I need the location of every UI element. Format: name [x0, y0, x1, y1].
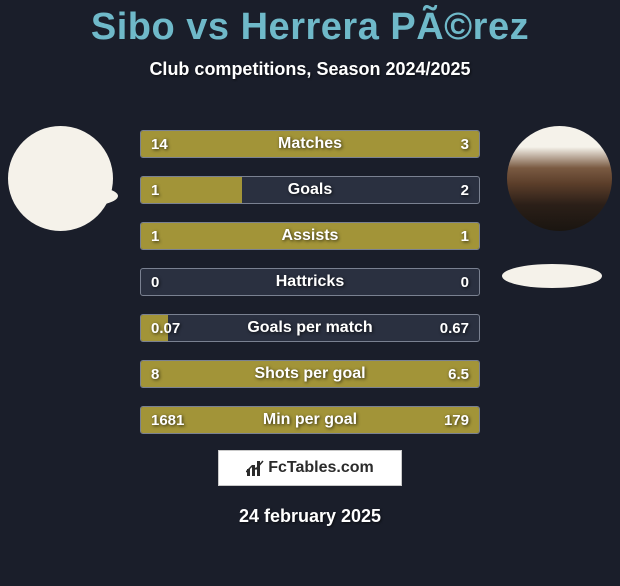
stat-row: 00Hattricks	[140, 268, 480, 296]
stat-label: Goals per match	[141, 315, 479, 341]
avatar-left-shadow	[18, 184, 118, 208]
avatar-right-shadow	[502, 264, 602, 288]
stat-label: Assists	[141, 223, 479, 249]
stat-row: 1681179Min per goal	[140, 406, 480, 434]
stat-row: 86.5Shots per goal	[140, 360, 480, 388]
logo-box: FcTables.com	[218, 450, 402, 486]
stat-row: 0.070.67Goals per match	[140, 314, 480, 342]
stat-row: 12Goals	[140, 176, 480, 204]
avatar-right	[507, 126, 612, 231]
stat-label: Min per goal	[141, 407, 479, 433]
stat-label: Hattricks	[141, 269, 479, 295]
avatar-left	[8, 126, 113, 231]
date-label: 24 february 2025	[0, 506, 620, 527]
stat-row: 11Assists	[140, 222, 480, 250]
logo-text: FcTables.com	[268, 459, 374, 477]
stat-label: Matches	[141, 131, 479, 157]
stats-bars: 143Matches 12Goals 11Assists 00Hattricks 0.0…	[140, 130, 480, 452]
stat-label: Shots per goal	[141, 361, 479, 387]
stat-label: Goals	[141, 177, 479, 203]
page-title: Sibo vs Herrera PÃ©rez	[0, 6, 620, 49]
stat-row: 143Matches	[140, 130, 480, 158]
subtitle: Club competitions, Season 2024/2025	[0, 59, 620, 80]
bar-chart-icon	[246, 459, 264, 477]
